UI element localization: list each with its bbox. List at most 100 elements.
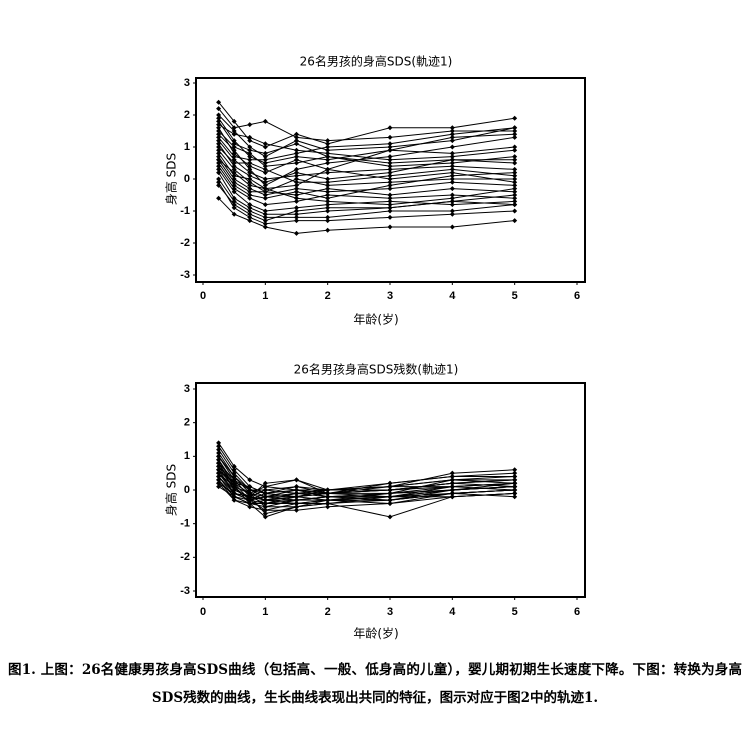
point: [387, 202, 393, 208]
point: [231, 131, 237, 137]
y-tick-label: 1: [184, 450, 190, 462]
point: [247, 134, 253, 140]
point: [231, 128, 237, 134]
point: [262, 179, 268, 185]
point: [449, 176, 455, 182]
point: [325, 500, 331, 506]
series-line: [218, 101, 515, 148]
x-tick-label: 1: [262, 290, 268, 302]
point: [247, 186, 253, 192]
point: [247, 122, 253, 128]
point: [512, 470, 518, 476]
point: [387, 176, 393, 182]
point: [247, 205, 253, 211]
point: [512, 202, 518, 208]
point: [247, 160, 253, 166]
point: [262, 189, 268, 195]
point: [387, 192, 393, 198]
chart-title: 26名男孩身高SDS残数(軌迹1): [294, 362, 459, 377]
point: [387, 170, 393, 176]
point: [262, 487, 268, 493]
point: [387, 160, 393, 166]
point: [387, 141, 393, 147]
point: [262, 150, 268, 156]
point: [449, 173, 455, 179]
point: [247, 144, 253, 150]
point: [216, 195, 222, 201]
point: [247, 500, 253, 506]
point: [216, 477, 222, 483]
point: [247, 189, 253, 195]
x-tick-label: 4: [449, 606, 456, 618]
point: [325, 218, 331, 224]
point: [387, 144, 393, 150]
series-line: [218, 442, 515, 491]
point: [325, 227, 331, 233]
point: [231, 211, 237, 217]
point: [325, 497, 331, 503]
point: [294, 173, 299, 179]
point: [216, 484, 222, 490]
point: [262, 211, 268, 217]
point: [247, 192, 253, 198]
point: [512, 176, 518, 182]
point: [262, 511, 268, 517]
point: [512, 173, 518, 179]
y-tick-label: -1: [180, 205, 190, 217]
point: [325, 192, 331, 198]
point: [325, 179, 331, 185]
point: [512, 147, 518, 153]
point: [262, 141, 268, 147]
point: [325, 154, 331, 160]
x-tick-label: 3: [387, 606, 393, 618]
point: [387, 208, 393, 214]
point: [247, 154, 253, 160]
point: [262, 166, 268, 172]
y-tick-label: 3: [184, 383, 190, 395]
point: [387, 163, 393, 169]
point: [325, 195, 331, 201]
point: [216, 106, 222, 112]
point: [247, 477, 253, 483]
x-tick-label: 0: [200, 290, 206, 302]
point: [325, 138, 331, 144]
series-line: [218, 124, 515, 161]
x-tick-label: 6: [574, 290, 580, 302]
point: [387, 490, 393, 496]
point: [449, 208, 455, 214]
point: [231, 189, 237, 195]
point: [247, 179, 253, 185]
point: [387, 494, 393, 500]
point: [294, 198, 299, 204]
point: [231, 477, 237, 483]
point: [247, 157, 253, 163]
point: [512, 474, 518, 480]
point: [262, 224, 268, 230]
point: [512, 467, 518, 473]
point: [247, 195, 253, 201]
point: [294, 186, 299, 192]
point: [231, 141, 237, 147]
point: [216, 170, 222, 176]
point: [216, 157, 222, 163]
point: [449, 163, 455, 169]
point: [216, 99, 222, 105]
y-tick-label: -2: [180, 237, 190, 249]
point: [512, 115, 518, 121]
x-tick-label: 6: [574, 606, 580, 618]
point: [216, 176, 222, 182]
point: [216, 118, 222, 124]
point: [294, 484, 299, 490]
point: [387, 224, 393, 230]
point: [262, 221, 268, 227]
point: [325, 150, 331, 156]
point: [325, 141, 331, 147]
point: [216, 125, 222, 131]
x-tick-label: 5: [512, 606, 518, 618]
point: [387, 205, 393, 211]
point: [231, 170, 237, 176]
point: [449, 157, 455, 163]
point: [262, 514, 268, 520]
point: [262, 176, 268, 182]
